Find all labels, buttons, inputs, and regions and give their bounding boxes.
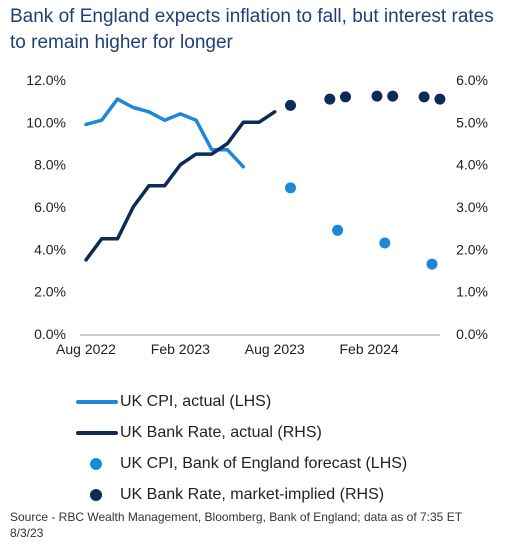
cpi-dot-swatch <box>90 457 102 470</box>
legend: UK CPI, actual (LHS) UK Bank Rate, actua… <box>76 386 407 510</box>
y-right-tick-label: 2.0% <box>456 241 488 257</box>
legend-item-cpi-actual: UK CPI, actual (LHS) <box>76 386 407 417</box>
legend-swatch-line <box>76 425 118 441</box>
cpi-actual-line <box>84 97 246 169</box>
y-right-tick-label: 4.0% <box>456 157 488 173</box>
y-axis-left: 0.0% 2.0% 4.0% 6.0% 8.0% 10.0% 12.0% <box>26 72 66 342</box>
bank-rate-actual-line <box>84 110 277 262</box>
chart-title: Bank of England expects inflation to fal… <box>10 6 494 53</box>
y-right-tick-label: 1.0% <box>456 284 488 300</box>
bank-rate-implied-point <box>371 90 383 102</box>
y-left-tick-label: 8.0% <box>34 157 66 173</box>
bank-rate-dot-swatch <box>90 488 102 501</box>
legend-label: UK Bank Rate, actual (RHS) <box>120 423 322 441</box>
legend-swatch-line <box>76 394 118 410</box>
legend-item-bank-rate-actual: UK Bank Rate, actual (RHS) <box>76 417 407 448</box>
bank-rate-implied-point <box>434 93 446 105</box>
legend-swatch-dot <box>76 456 118 472</box>
series-layer <box>84 90 446 270</box>
y-right-tick-label: 6.0% <box>456 72 488 88</box>
y-right-tick-label: 5.0% <box>456 114 488 130</box>
x-tick-label: Aug 2022 <box>56 341 116 357</box>
y-left-tick-label: 12.0% <box>26 72 66 88</box>
y-right-tick-label: 0.0% <box>456 326 488 342</box>
cpi-forecast-point <box>332 224 344 236</box>
x-axis: Aug 2022 Feb 2023 Aug 2023 Feb 2024 <box>56 341 399 357</box>
legend-label: UK Bank Rate, market-implied (RHS) <box>120 485 385 503</box>
bank-rate-implied-point <box>340 91 351 103</box>
x-tick-label: Feb 2023 <box>151 341 210 357</box>
legend-item-bank-rate-implied: UK Bank Rate, market-implied (RHS) <box>76 479 407 510</box>
chart-canvas: 0.0% 2.0% 4.0% 6.0% 8.0% 10.0% 12.0% 0.0% 1.0% 2… <box>26 72 488 357</box>
y-left-tick-label: 6.0% <box>34 199 66 215</box>
x-tick-label: Aug 2023 <box>245 341 305 357</box>
y-right-tick-label: 3.0% <box>456 199 488 215</box>
bank-rate-implied-point <box>418 91 430 103</box>
y-left-tick-label: 4.0% <box>34 241 66 257</box>
cpi-line-swatch <box>76 399 118 404</box>
bank-rate-implied-point <box>387 90 399 102</box>
bank-rate-implied-point <box>324 93 336 105</box>
y-left-tick-label: 10.0% <box>26 114 66 130</box>
bank-rate-implied-point <box>285 99 296 111</box>
source-note: Source - RBC Wealth Management, Bloomber… <box>10 510 462 540</box>
bank-rate-line-swatch <box>76 430 118 435</box>
cpi-forecast-point <box>426 258 438 270</box>
cpi-forecast-point <box>285 182 296 194</box>
y-left-tick-label: 0.0% <box>34 326 66 342</box>
legend-item-cpi-forecast: UK CPI, Bank of England forecast (LHS) <box>76 448 407 479</box>
y-left-tick-label: 2.0% <box>34 284 66 300</box>
x-tick-label: Feb 2024 <box>340 341 399 357</box>
y-axis-right: 0.0% 1.0% 2.0% 3.0% 4.0% 5.0% 6.0% <box>456 72 488 342</box>
legend-label: UK CPI, Bank of England forecast (LHS) <box>120 454 408 472</box>
legend-swatch-dot <box>76 487 118 503</box>
cpi-forecast-point <box>379 237 391 249</box>
legend-label: UK CPI, actual (LHS) <box>120 392 272 410</box>
